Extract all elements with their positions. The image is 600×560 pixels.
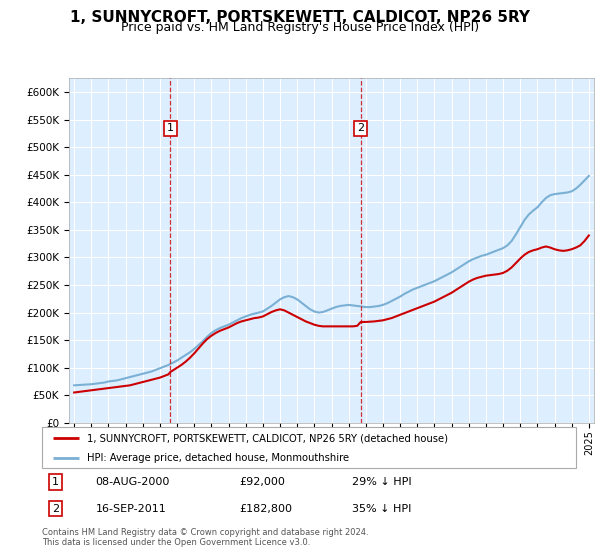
Text: 2: 2 — [52, 503, 59, 514]
Text: 1: 1 — [52, 477, 59, 487]
Text: 1: 1 — [167, 123, 174, 133]
Text: HPI: Average price, detached house, Monmouthshire: HPI: Average price, detached house, Monm… — [88, 452, 350, 463]
Text: 08-AUG-2000: 08-AUG-2000 — [95, 477, 170, 487]
Text: 29% ↓ HPI: 29% ↓ HPI — [352, 477, 412, 487]
Text: 1, SUNNYCROFT, PORTSKEWETT, CALDICOT, NP26 5RY (detached house): 1, SUNNYCROFT, PORTSKEWETT, CALDICOT, NP… — [88, 433, 448, 443]
Text: 35% ↓ HPI: 35% ↓ HPI — [352, 503, 411, 514]
Text: 2: 2 — [357, 123, 364, 133]
Text: £182,800: £182,800 — [239, 503, 293, 514]
Text: 16-SEP-2011: 16-SEP-2011 — [95, 503, 166, 514]
Text: 1, SUNNYCROFT, PORTSKEWETT, CALDICOT, NP26 5RY: 1, SUNNYCROFT, PORTSKEWETT, CALDICOT, NP… — [70, 10, 530, 25]
FancyBboxPatch shape — [42, 427, 576, 468]
Text: Contains HM Land Registry data © Crown copyright and database right 2024.
This d: Contains HM Land Registry data © Crown c… — [42, 528, 368, 547]
Text: Price paid vs. HM Land Registry's House Price Index (HPI): Price paid vs. HM Land Registry's House … — [121, 21, 479, 34]
Text: £92,000: £92,000 — [239, 477, 286, 487]
